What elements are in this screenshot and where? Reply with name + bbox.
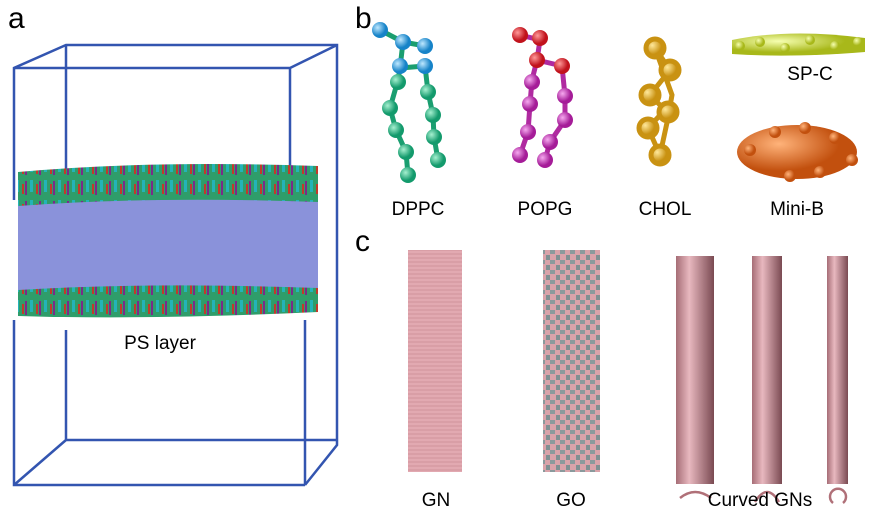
molecule-label: CHOL [639, 199, 692, 220]
minib-model [737, 122, 858, 182]
spc-model [732, 33, 865, 55]
cross-section [680, 492, 711, 498]
popg-model [512, 27, 573, 168]
sheet-label: GN [422, 490, 451, 511]
annotation: PS layer [124, 333, 196, 354]
lipid-monolayer [18, 285, 318, 317]
sheet-label: Curved GNs [708, 490, 813, 511]
figure: a PS layer b SP-C DPPC POPG [0, 0, 872, 515]
box-edge [14, 420, 305, 485]
molecule-label: SP-C [787, 64, 832, 85]
molecule-label: POPG [518, 199, 573, 220]
curved-gn [752, 256, 782, 484]
molecule-label: DPPC [392, 199, 445, 220]
panel-label: c [355, 225, 370, 258]
chol-model [639, 39, 679, 164]
panel-label: a [8, 2, 25, 35]
curved-gn [676, 256, 714, 484]
sheet-label: GO [556, 490, 586, 511]
gn-sheet [408, 250, 462, 472]
simulation-box [14, 45, 337, 485]
go-sheet [543, 250, 600, 472]
dppc-model [372, 22, 446, 183]
panel-label: b [355, 2, 372, 35]
molecule-label: Mini-B [770, 199, 824, 220]
lipid-monolayer [18, 164, 318, 206]
beads [372, 22, 446, 183]
curved-gn [827, 256, 848, 484]
cross-section [830, 489, 846, 503]
